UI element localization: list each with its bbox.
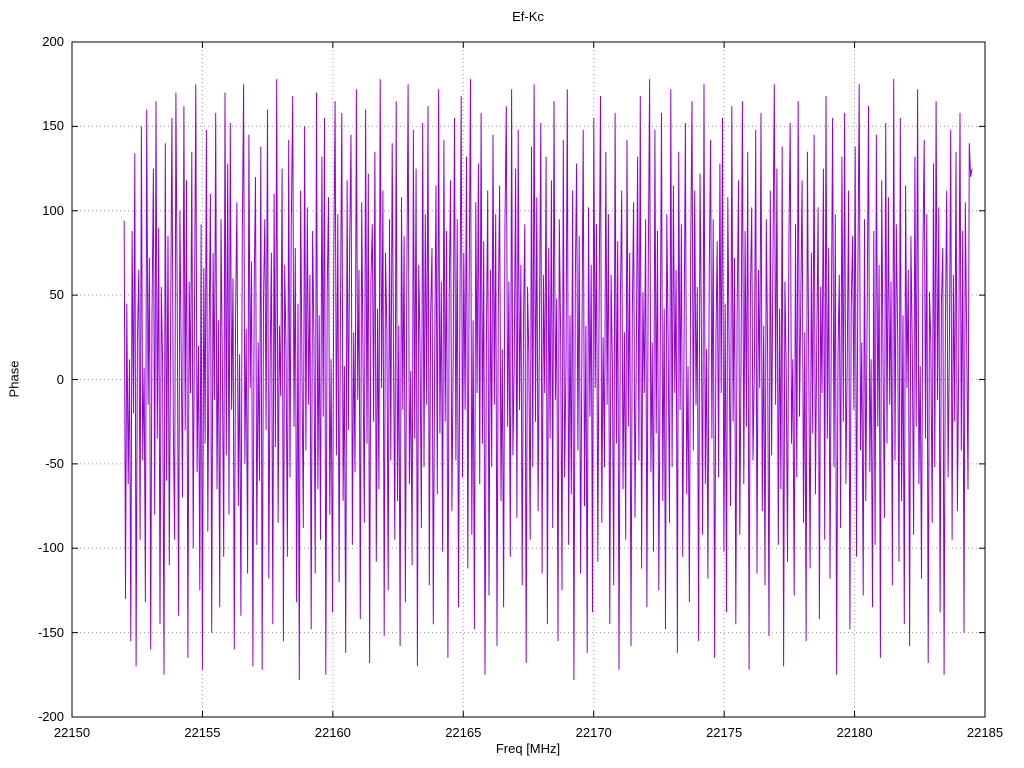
y-tick-label: -200 [37,709,64,724]
y-tick-label: 100 [42,202,64,218]
x-tick-label: 22160 [314,725,351,740]
x-tick-label: 22165 [445,725,482,740]
x-tick-label: 22150 [53,725,91,740]
phase-line [123,79,973,680]
chart-title: Ef-Kc [512,9,544,24]
y-tick-label: -150 [37,624,64,640]
x-tick-label: 22185 [966,725,1004,740]
y-tick-label: -100 [37,540,64,556]
x-tick-label: 22180 [836,725,873,740]
y-tick-label: 200 [42,34,64,49]
y-tick-label: -50 [45,455,64,471]
x-tick-label: 22155 [184,725,221,740]
y-tick-label: 150 [42,118,64,134]
plot-border [71,41,986,718]
y-tick-label: 50 [49,287,64,303]
x-axis-label: Freq [MHz] [495,741,561,756]
x-tick-label: 22175 [706,725,743,740]
x-tick-label: 22170 [575,725,612,740]
y-tick-label: 0 [56,371,64,387]
